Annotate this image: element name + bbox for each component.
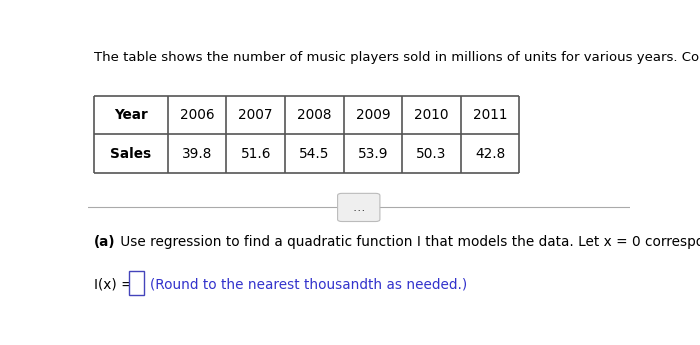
Text: (a): (a) <box>94 235 116 249</box>
Text: The table shows the number of music players sold in millions of units for variou: The table shows the number of music play… <box>94 51 700 64</box>
Text: 39.8: 39.8 <box>182 147 212 161</box>
Text: Use regression to find a quadratic function I that models the data. Let x = 0 co: Use regression to find a quadratic funct… <box>116 235 700 249</box>
Text: (Round to the nearest thousandth as needed.): (Round to the nearest thousandth as need… <box>150 278 467 292</box>
Text: 54.5: 54.5 <box>299 147 330 161</box>
Text: 50.3: 50.3 <box>416 147 447 161</box>
Text: Sales: Sales <box>111 147 151 161</box>
Text: 2009: 2009 <box>356 108 390 122</box>
Text: 53.9: 53.9 <box>358 147 388 161</box>
Text: 42.8: 42.8 <box>475 147 505 161</box>
Text: 2011: 2011 <box>473 108 508 122</box>
Text: 51.6: 51.6 <box>241 147 271 161</box>
Text: …: … <box>353 201 365 214</box>
Text: I(x) =: I(x) = <box>94 278 137 292</box>
Text: Year: Year <box>114 108 148 122</box>
Bar <box>130 271 144 295</box>
FancyBboxPatch shape <box>337 193 380 221</box>
Text: 2007: 2007 <box>239 108 273 122</box>
Text: 2006: 2006 <box>180 108 214 122</box>
Text: 2010: 2010 <box>414 108 449 122</box>
Text: 2008: 2008 <box>297 108 332 122</box>
